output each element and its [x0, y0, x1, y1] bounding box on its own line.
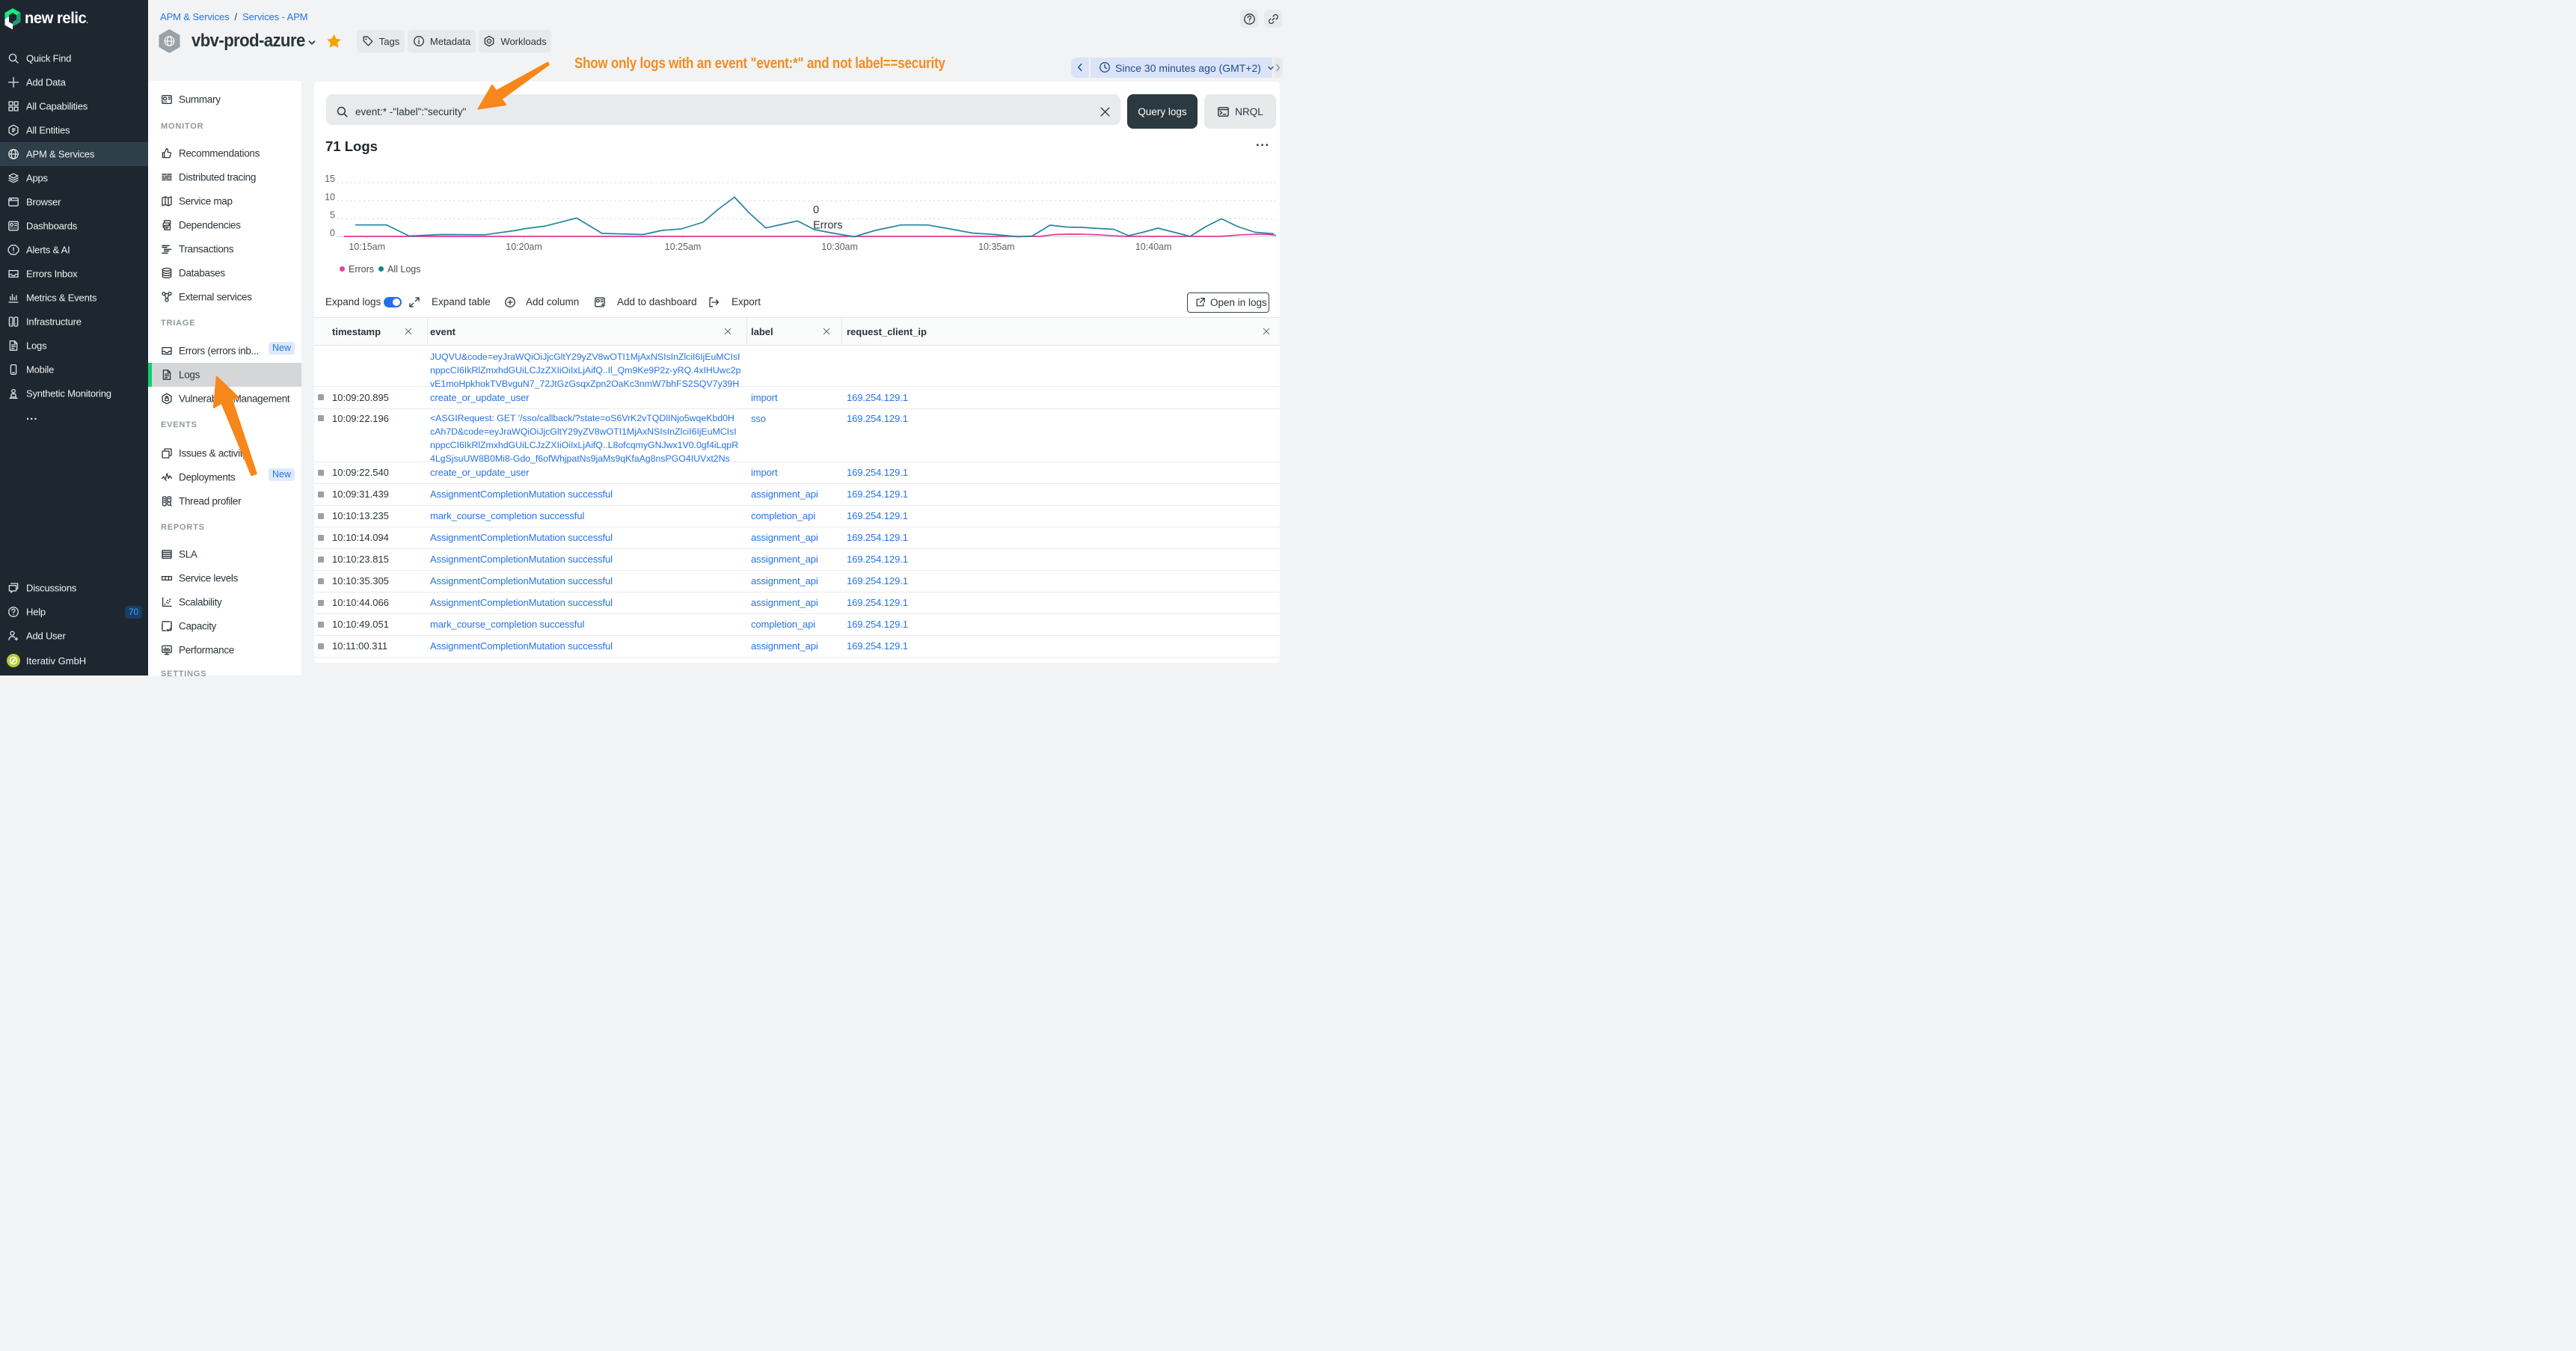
- svg-text:10:40am: 10:40am: [1135, 242, 1172, 252]
- svg-text:10:15am: 10:15am: [349, 242, 385, 252]
- svg-text:0: 0: [813, 204, 819, 216]
- svg-text:0: 0: [330, 228, 335, 239]
- svg-text:10:20am: 10:20am: [506, 242, 542, 252]
- svg-text:5: 5: [330, 209, 335, 220]
- svg-text:10: 10: [325, 192, 335, 202]
- svg-text:Errors: Errors: [813, 220, 842, 232]
- svg-text:10:25am: 10:25am: [665, 242, 702, 252]
- svg-text:10:30am: 10:30am: [821, 242, 858, 252]
- svg-text:15: 15: [325, 174, 335, 184]
- svg-text:10:35am: 10:35am: [978, 242, 1015, 252]
